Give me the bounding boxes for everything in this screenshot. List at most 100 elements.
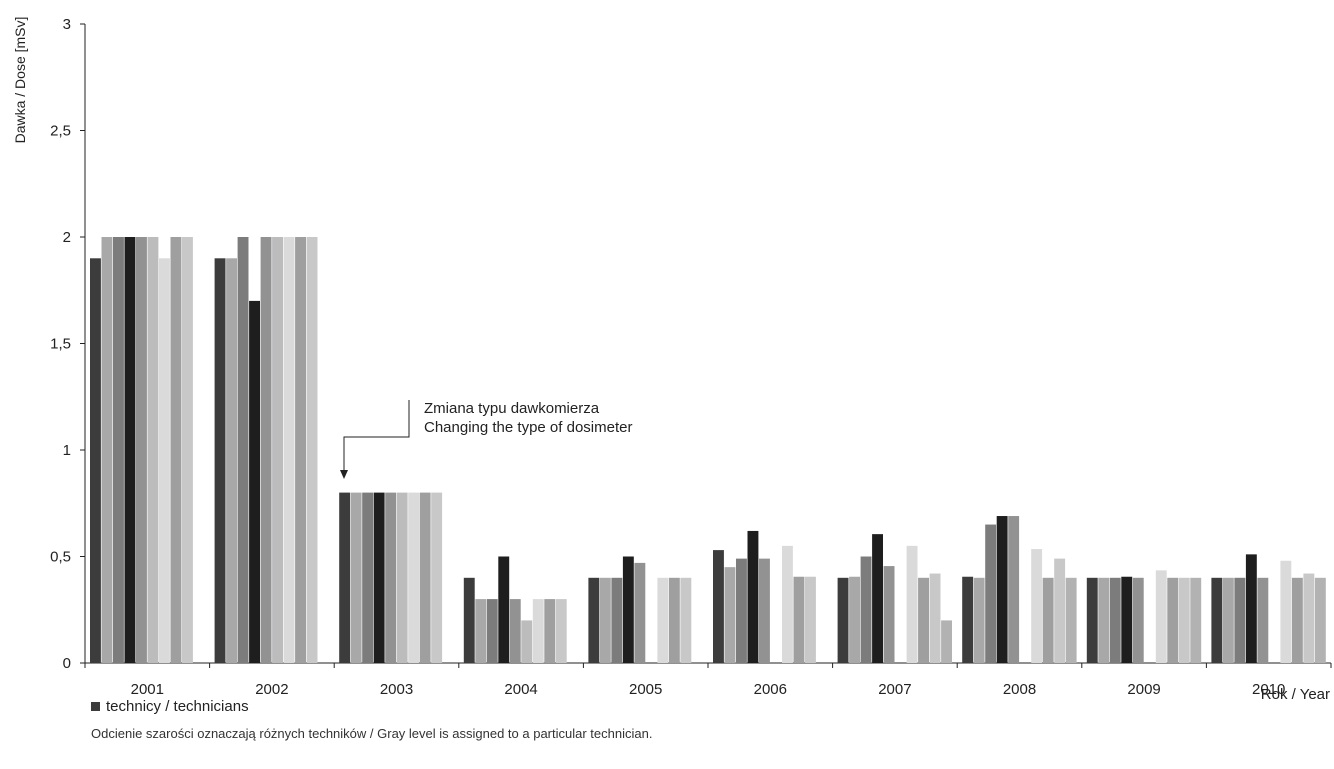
bar: [408, 492, 420, 663]
bar: [339, 492, 351, 663]
y-axis: 0 0,5 1 1,5 2 2,5 3: [50, 16, 86, 672]
bar: [532, 599, 544, 663]
bar: [396, 492, 408, 663]
bar: [860, 556, 872, 663]
bar: [918, 577, 929, 663]
bar: [883, 566, 895, 663]
bar: [759, 558, 770, 663]
bar: [962, 576, 974, 663]
bar: [182, 237, 193, 663]
bar: [1303, 573, 1315, 663]
bar: [782, 545, 793, 663]
bar: [521, 620, 533, 663]
x-tick-label: 2003: [380, 681, 413, 698]
bar: [431, 492, 443, 663]
bar: [1257, 577, 1269, 663]
annotation-line-2: Changing the type of dosimeter: [424, 419, 632, 436]
bar: [260, 237, 272, 663]
x-tick-label: 2008: [1003, 681, 1036, 698]
bar: [805, 576, 816, 663]
bar: [1121, 576, 1133, 663]
bar: [136, 237, 147, 663]
legend: technicy / technicians: [91, 698, 249, 715]
annotation-arrowhead: [340, 470, 348, 479]
bar: [1086, 577, 1098, 663]
bar: [985, 524, 997, 663]
bar: [463, 577, 475, 663]
bar: [1211, 577, 1223, 663]
y-tick-label: 2: [63, 229, 71, 246]
bar: [1098, 577, 1110, 663]
annotation: Zmiana typu dawkomierza Changing the typ…: [340, 400, 632, 479]
bar: [1065, 577, 1077, 663]
bar: [101, 237, 113, 663]
bar: [159, 258, 170, 663]
y-tick-label: 0: [63, 655, 71, 672]
bar: [1314, 577, 1326, 663]
bar: [622, 556, 634, 663]
y-tick-label: 1,5: [50, 336, 71, 353]
bar: [973, 577, 985, 663]
bar: [1054, 558, 1066, 663]
y-tick-label: 2,5: [50, 123, 71, 140]
legend-swatch: [91, 702, 100, 711]
bar: [1190, 577, 1202, 663]
bar: [226, 258, 237, 663]
bar: [509, 599, 521, 663]
bar: [1042, 577, 1054, 663]
annotation-arrow-line: [343, 400, 410, 470]
x-tick-label: 2001: [131, 681, 164, 698]
bar: [634, 562, 646, 663]
bar: [498, 556, 510, 663]
x-axis: 2001 2002 2003 2004 2005 2006 2007 2008 2009 2010: [84, 662, 1332, 698]
annotation-line-1: Zmiana typu dawkomierza: [424, 400, 600, 417]
bar: [1245, 554, 1257, 663]
bar: [996, 516, 1008, 663]
bar: [147, 237, 159, 663]
bar: [555, 599, 567, 663]
y-axis-title: Dawka / Dose [mSv]: [12, 17, 28, 144]
bar: [713, 550, 724, 663]
bar: [1031, 549, 1043, 663]
bar: [90, 258, 101, 663]
bars: [90, 237, 1326, 663]
x-tick-label: 2004: [504, 681, 537, 698]
bar: [793, 576, 805, 663]
bar: [214, 258, 226, 663]
bar: [724, 567, 736, 663]
bar: [544, 599, 556, 663]
bar: [929, 573, 941, 663]
bar: [736, 558, 747, 663]
x-tick-label: 2005: [629, 681, 662, 698]
x-tick-label: 2002: [255, 681, 288, 698]
x-tick-label: 2009: [1127, 681, 1160, 698]
bar: [1109, 577, 1121, 663]
legend-label: technicy / technicians: [106, 698, 249, 715]
bar: [486, 599, 498, 663]
bar: [419, 492, 431, 663]
bar: [668, 577, 680, 663]
bar: [1178, 577, 1190, 663]
bar: [588, 577, 600, 663]
y-tick-label: 0,5: [50, 549, 71, 566]
bar: [385, 492, 397, 663]
x-tick-label: 2006: [754, 681, 787, 698]
bar: [1234, 577, 1246, 663]
bar: [113, 237, 124, 663]
bar: [1132, 577, 1144, 663]
x-tick-label: 2010: [1252, 681, 1285, 698]
bar: [272, 237, 283, 663]
bar: [1155, 570, 1167, 663]
legend-note: Odcienie szarości oznaczają różnych tech…: [91, 726, 653, 741]
bar: [1008, 516, 1020, 663]
bar: [1222, 577, 1234, 663]
bar: [872, 534, 883, 663]
bar: [611, 577, 623, 663]
bar: [249, 300, 260, 663]
bar: [362, 492, 374, 663]
bar: [306, 237, 318, 663]
bar: [941, 620, 952, 663]
bar: [747, 530, 759, 663]
bar: [124, 237, 136, 663]
